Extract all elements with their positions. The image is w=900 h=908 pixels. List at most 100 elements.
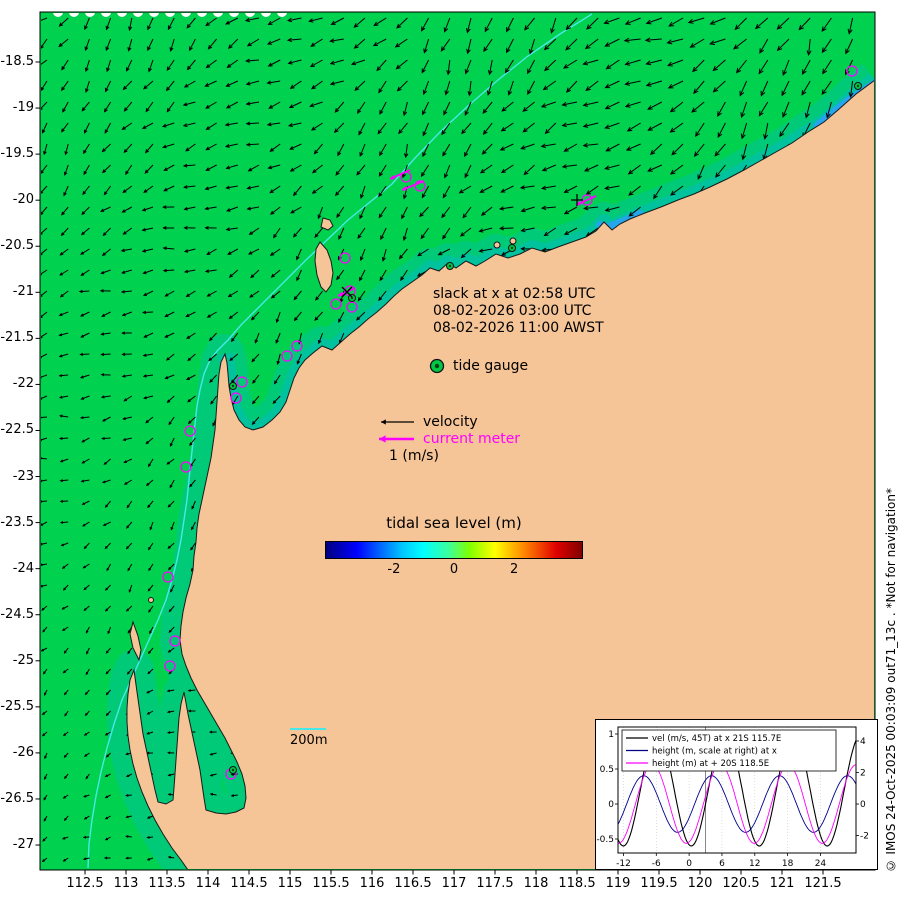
station-markers: [162, 65, 862, 780]
island: [148, 597, 154, 603]
x-tick-label: 114.5: [230, 876, 268, 891]
current-meter-marker: [169, 635, 181, 647]
awst-time-annotation: 08-02-2026 11:00 AWST: [433, 320, 604, 336]
watermark: © IMOS 24-Oct-2025 00:03:09 out71_13c . …: [884, 487, 898, 872]
tide-gauge-marker: [348, 294, 356, 302]
y-tick-label: -26: [12, 744, 34, 760]
y-tick-label: -18.5: [0, 54, 34, 69]
current-meter-marker: [291, 340, 303, 352]
y-tick-label: -22: [12, 376, 34, 392]
tide-gauge-marker: [229, 766, 237, 774]
colorbar-tick-label: -2: [387, 562, 401, 577]
axis-ticks: [35, 61, 824, 875]
inset-x-tick-label: 6: [719, 859, 725, 869]
y-tick-label: -26.5: [0, 790, 34, 806]
current-meter-marker: [339, 252, 351, 264]
tide-gauge-label: tide gauge: [453, 358, 529, 374]
inset-legend-box: [621, 729, 837, 772]
inset-x-tick-label: 18: [782, 859, 794, 869]
tide-gauge-marker: [229, 382, 237, 390]
slack-annotation: slack at x at 02:58 UTC: [433, 286, 596, 302]
tide-gauge-marker: [446, 262, 454, 270]
current-meter-marker: [184, 425, 196, 437]
x-tick-label: 113.5: [148, 876, 186, 891]
inset-x-tick-label: -12: [616, 859, 631, 869]
inset-x-tick-label: 0: [686, 859, 692, 869]
inset-x-tick-label: 24: [815, 859, 827, 869]
x-tick-label: 114: [195, 876, 221, 891]
current-meter-marker: [414, 180, 426, 192]
200m-contour: [87, 13, 593, 869]
tide-gauge-legend: tide gauge: [428, 357, 528, 375]
x-tick-label: 116: [359, 876, 385, 891]
utc-time-annotation: 08-02-2026 03:00 UTC: [433, 303, 592, 319]
y-tick-label: -21: [12, 284, 34, 300]
inset-right-tick-label: -2: [860, 832, 869, 842]
current-meter-marker: [164, 660, 176, 672]
dirk-hartog-island: [129, 620, 142, 662]
x-tick-label: 113: [113, 876, 139, 891]
x-tick-label: 121.5: [804, 876, 842, 891]
contour-line-sample: [290, 728, 326, 730]
barrow-island: [314, 241, 334, 293]
colorbar-gradient: [325, 541, 583, 559]
contour-label: 200m: [290, 733, 328, 748]
plus-station-marker: [571, 194, 583, 206]
y-tick-label: -19: [12, 100, 34, 116]
y-tick-label: -23: [12, 468, 34, 484]
x-station-marker: [341, 286, 353, 298]
time-annotations: slack at x at 02:58 UTC 08-02-2026 03:00…: [433, 286, 604, 337]
velocity-label: velocity: [423, 414, 478, 430]
y-tick-label: -25.5: [0, 698, 34, 714]
inset-legend-label: height (m, scale at right) at x: [652, 747, 777, 757]
inset-right-tick-label: 4: [860, 737, 866, 747]
y-tick-label: -25: [12, 652, 34, 668]
tide-gauge-marker: [508, 244, 516, 252]
island: [509, 237, 517, 245]
x-tick-label: 120.5: [722, 876, 760, 891]
x-tick-label: 116.5: [394, 876, 432, 891]
inset-left-tick-label: 0.5: [600, 765, 614, 775]
colorbar: tidal sea level (m) -2 0 2: [325, 514, 583, 580]
x-tick-label: 117.5: [476, 876, 514, 891]
timeseries-inset: -12 -6 0 6 12 18 24 1 0.5 0 -0.5 4 2 0 -2 vel (m/s, 45T…: [595, 719, 878, 870]
current-meter-marker: [230, 392, 242, 404]
inset-legend-label: height (m) at + 20S 118.5E: [652, 759, 769, 769]
x-tick-label: 115: [277, 876, 303, 891]
current-meter-label: current meter: [423, 431, 521, 447]
x-tick-label: 115.5: [312, 876, 350, 891]
map-frame: [39, 11, 876, 871]
inset-chart-svg: -12 -6 0 6 12 18 24 1 0.5 0 -0.5 4 2 0 -2 vel (m/s, 45T…: [596, 726, 869, 869]
inset-right-tick-label: 2: [860, 769, 866, 779]
colorbar-tick-label: 2: [509, 562, 519, 577]
y-tick-label: -27: [12, 837, 34, 853]
x-tick-label: 112.5: [66, 876, 104, 891]
inset-legend-label: vel (m/s, 45T) at x 21S 115.7E: [652, 734, 781, 744]
current-meter-marker: [236, 376, 248, 388]
inset-series-line: [618, 764, 856, 844]
inset-series-line: [618, 775, 856, 833]
velocity-scale-label: 1 (m/s): [389, 448, 439, 464]
current-meter-marker: [162, 571, 174, 583]
x-tick-label: 119: [605, 876, 631, 891]
current-meter-legend: current meter: [374, 431, 520, 447]
y-tick-label: -22.5: [0, 422, 34, 438]
y-tick-label: -21.5: [0, 330, 34, 346]
current-meter-marker: [330, 298, 342, 310]
tide-gauge-icon: [429, 358, 445, 374]
island: [493, 241, 501, 249]
current-meter-arrow-icon: [379, 435, 414, 443]
top-edge-scallops: [53, 13, 287, 17]
current-meter-marker: [846, 65, 858, 77]
velocity-arrow-icon: [381, 419, 414, 425]
x-tick-label: 120: [687, 876, 713, 891]
x-tick-label: 117: [441, 876, 467, 891]
y-tick-label: -24.5: [0, 606, 34, 622]
colorbar-title: tidal sea level (m): [386, 514, 522, 532]
current-meter-marker: [281, 350, 293, 362]
montebello-islands: [320, 217, 334, 231]
colorbar-tick-labels: -2 0 2: [325, 562, 583, 580]
inset-x-tick-label: 12: [749, 859, 760, 869]
landmass: [126, 80, 874, 869]
x-tick-label: 119.5: [640, 876, 678, 891]
